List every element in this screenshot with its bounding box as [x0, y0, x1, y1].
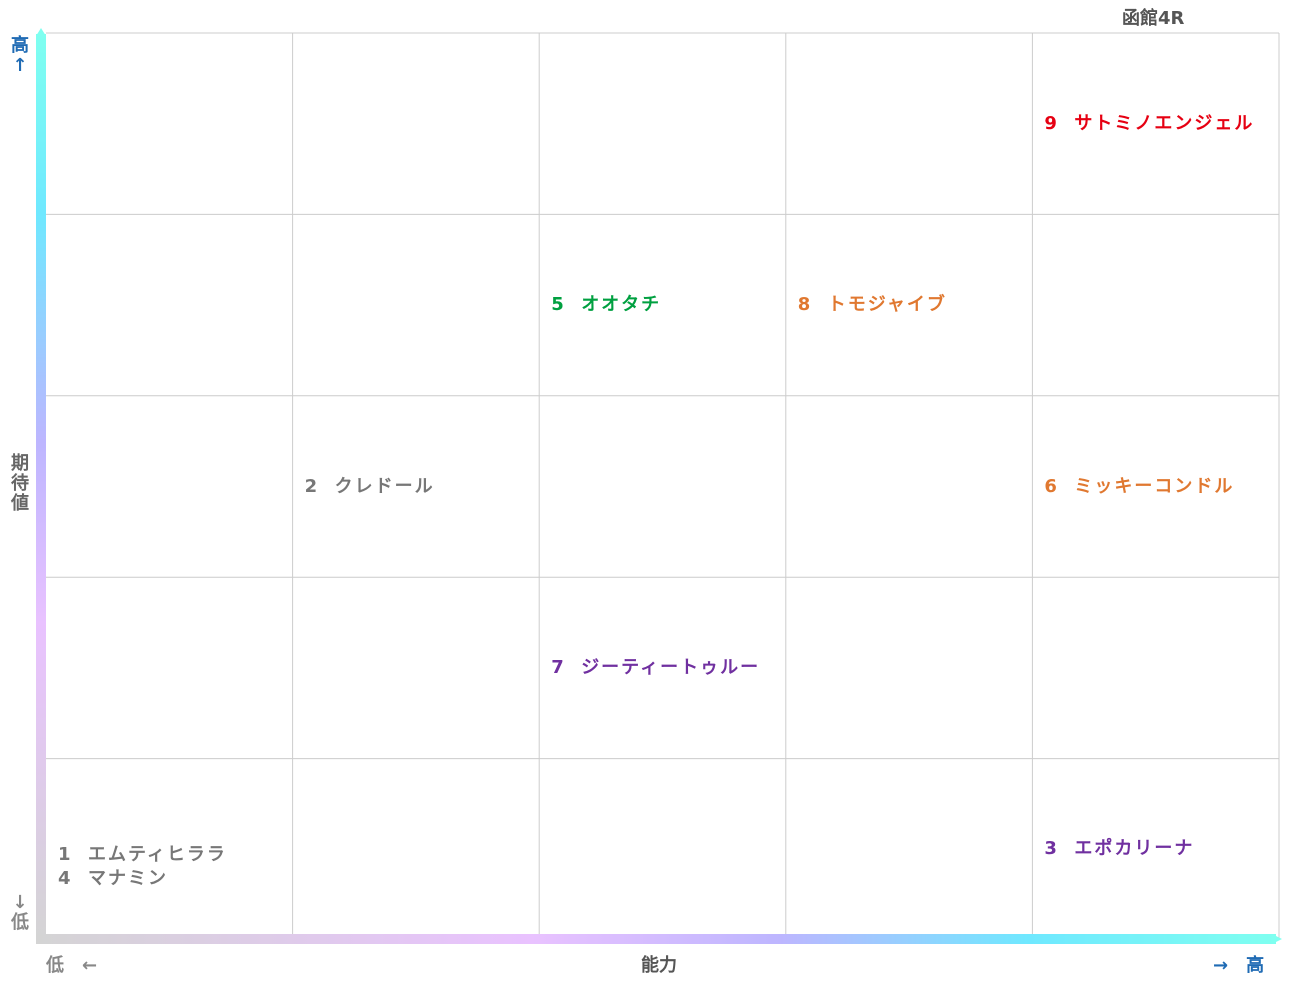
entry-number: 3: [1044, 838, 1059, 860]
y-axis-high-label: 高↑: [11, 35, 29, 76]
entry-cell: 1 エムティヒララ 4 マナミン: [58, 843, 227, 891]
entry-name: クレドール: [334, 475, 435, 497]
entry-cell: 8 トモジャイブ: [798, 293, 947, 317]
entry-label: 3 エポカリーナ: [1044, 837, 1194, 861]
entry-number: 8: [797, 294, 813, 316]
y-axis-title: 期待値: [11, 453, 29, 514]
entry-cell: 2 クレドール: [305, 475, 435, 499]
entry-name: マナミン: [88, 868, 168, 890]
entry-number: 7: [551, 656, 566, 678]
entry-name: オオタチ: [581, 294, 662, 316]
entry-label: 9 サトミノエンジェル: [1044, 112, 1254, 136]
entry-cell: 7 ジーティートゥルー: [551, 656, 760, 680]
entry-cell: 3 エポカリーナ: [1044, 837, 1194, 861]
x-axis-title: 能力: [641, 955, 677, 976]
entry-name: ジーティートゥルー: [581, 656, 761, 678]
entry-cell: 6 ミッキーコンドル: [1044, 475, 1234, 499]
y-axis-low-label: ↓低: [11, 892, 29, 933]
entry-number: 6: [1044, 475, 1059, 497]
grid-lines: [46, 32, 1280, 940]
entry-label: 7 ジーティートゥルー: [551, 656, 760, 680]
entry-label: 4 マナミン: [58, 867, 227, 891]
entry-number: 9: [1044, 112, 1059, 134]
entry-cell: 9 サトミノエンジェル: [1044, 112, 1254, 136]
x-axis-bar: [36, 934, 1276, 944]
x-axis-arrow-tip: [1272, 934, 1282, 944]
y-axis-bar: [36, 34, 46, 940]
entry-name: トモジャイブ: [827, 294, 947, 316]
chart-title: 函館4R: [1122, 8, 1185, 29]
entry-label: 2 クレドール: [305, 475, 435, 499]
entry-label: 5 オオタチ: [551, 293, 661, 317]
entry-label: 6 ミッキーコンドル: [1044, 475, 1234, 499]
entry-cell: 5 オオタチ: [551, 293, 661, 317]
entry-number: 1: [58, 844, 73, 866]
entry-name: ミッキーコンドル: [1074, 475, 1235, 497]
y-axis-arrow-tip: [36, 28, 46, 36]
entry-number: 4: [58, 868, 73, 890]
x-axis-low-label: 低 ←: [46, 955, 98, 976]
entry-name: エムティヒララ: [88, 844, 227, 866]
entry-number: 2: [304, 475, 320, 497]
entry-label: 8 トモジャイブ: [798, 293, 947, 317]
entry-name: エポカリーナ: [1074, 838, 1195, 860]
entry-name: サトミノエンジェル: [1074, 112, 1255, 134]
x-axis-high-label: → 高: [1213, 955, 1265, 976]
entry-label: 1 エムティヒララ: [58, 843, 227, 867]
entry-number: 5: [551, 294, 566, 316]
